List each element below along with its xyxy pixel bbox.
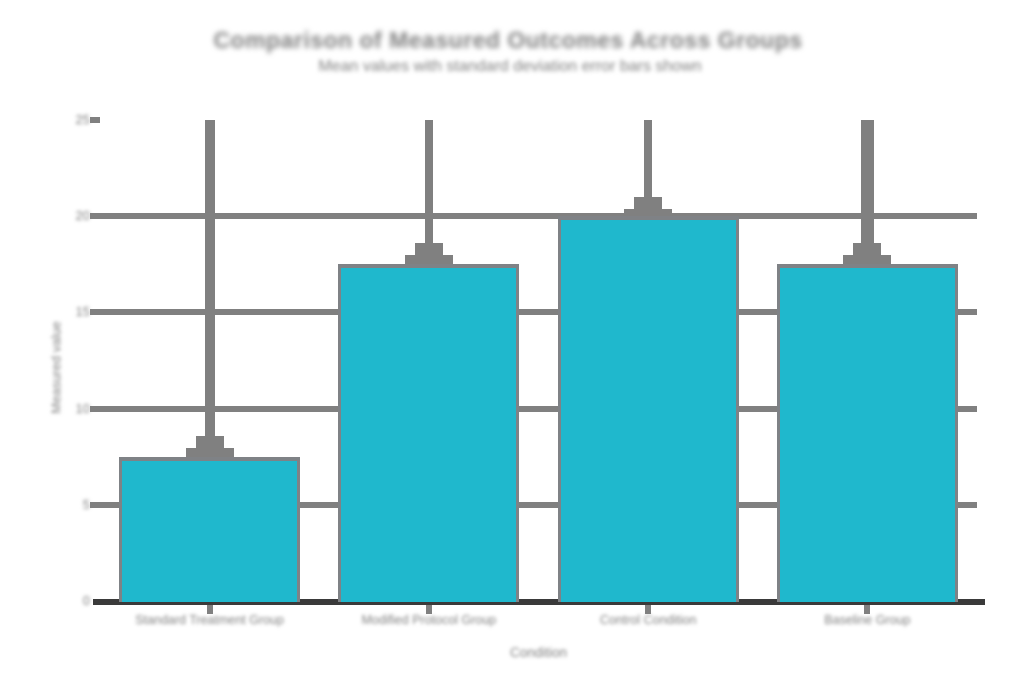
gridline-x-1 — [424, 120, 433, 265]
gridline-x-3 — [860, 120, 874, 265]
x-tick-mark-1 — [425, 605, 432, 614]
x-tick-mark-3 — [864, 605, 871, 614]
gridline-y-5 — [100, 501, 977, 508]
x-tick-mark-2 — [645, 605, 652, 614]
error-cap-base-2 — [624, 208, 673, 217]
x-tick-label-3: Baseline Group — [824, 613, 911, 627]
bar-1 — [338, 264, 520, 602]
y-tick-label-15: 15 — [75, 304, 90, 320]
gridline-y-15 — [100, 309, 977, 316]
y-tick-label-10: 10 — [75, 400, 90, 416]
bar-0 — [119, 456, 301, 602]
error-cap-upper-3 — [853, 243, 882, 256]
x-tick-label-1: Modified Protocol Group — [361, 613, 497, 627]
error-cap-base-1 — [404, 255, 453, 265]
y-tick-mark-20 — [90, 213, 100, 220]
y-tick-label-20: 20 — [75, 208, 90, 224]
gridline-x-0 — [204, 120, 215, 457]
x-tick-mark-0 — [206, 605, 213, 614]
x-axis-label: Condition — [509, 645, 568, 660]
error-cap-base-3 — [843, 255, 892, 265]
gridline-x-2 — [644, 120, 653, 217]
y-tick-mark-15 — [90, 309, 100, 316]
x-axis-line — [93, 599, 985, 605]
error-cap-base-0 — [185, 447, 234, 457]
gridline-y-20 — [100, 213, 977, 220]
error-cap-upper-2 — [634, 196, 663, 209]
chart-subtitle: Mean values with standard deviation erro… — [318, 58, 702, 75]
y-tick-label-0: 0 — [82, 593, 90, 608]
x-tick-label-2: Control Condition — [599, 613, 697, 627]
x-tick-label-0: Standard Treatment Group — [135, 613, 284, 627]
y-tick-mark-10 — [90, 405, 100, 412]
y-tick-mark-25 — [90, 117, 100, 123]
bar-2 — [557, 216, 739, 602]
y-tick-label-5: 5 — [82, 496, 90, 512]
chart-title: Comparison of Measured Outcomes Across G… — [213, 27, 803, 53]
error-cap-upper-1 — [414, 243, 443, 256]
y-tick-label-25: 25 — [75, 112, 90, 127]
bar-3 — [776, 264, 958, 602]
y-tick-mark-5 — [90, 501, 100, 508]
gridline-y-10 — [100, 405, 977, 412]
error-cap-upper-0 — [195, 435, 224, 448]
